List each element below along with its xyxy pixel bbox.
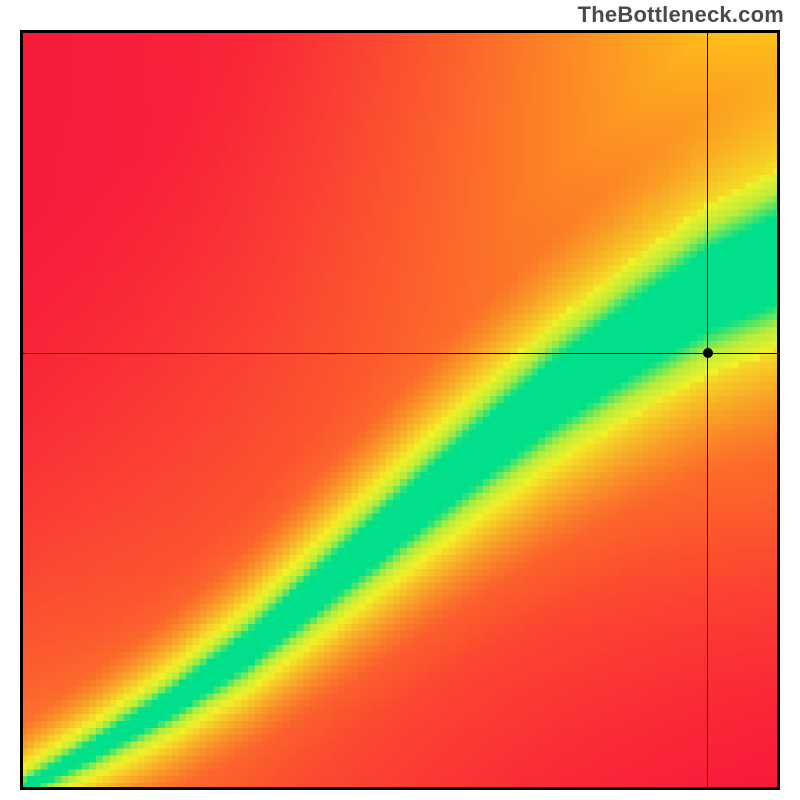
chart-container: TheBottleneck.com <box>0 0 800 800</box>
heatmap-canvas <box>20 30 780 790</box>
crosshair-horizontal <box>20 353 780 354</box>
marker-dot <box>703 348 713 358</box>
watermark-text: TheBottleneck.com <box>578 2 784 28</box>
crosshair-vertical <box>707 30 708 790</box>
